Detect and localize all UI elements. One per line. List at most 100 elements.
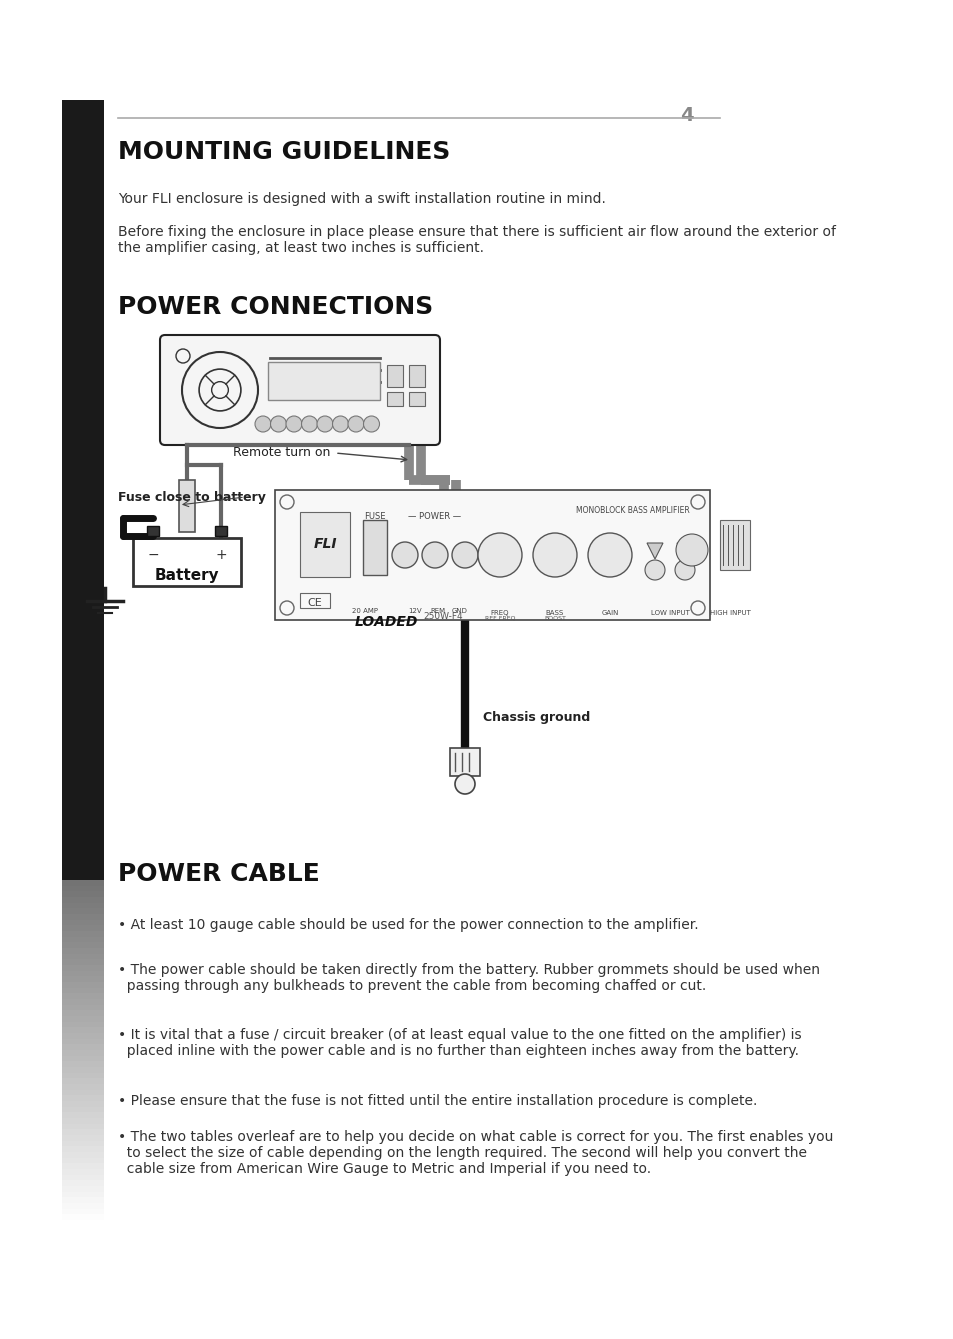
Text: HIGH INPUT: HIGH INPUT xyxy=(709,611,750,616)
Text: LOADED: LOADED xyxy=(355,615,418,629)
Text: • Please ensure that the fuse is not fitted until the entire installation proced: • Please ensure that the fuse is not fit… xyxy=(118,1094,757,1107)
Bar xyxy=(62,908,104,915)
Circle shape xyxy=(363,416,379,432)
Text: BASS: BASS xyxy=(545,611,563,616)
Text: Fuse close to battery: Fuse close to battery xyxy=(118,490,266,503)
Bar xyxy=(62,1004,104,1011)
Circle shape xyxy=(533,533,577,577)
Bar xyxy=(62,1174,104,1181)
Bar xyxy=(62,1113,104,1118)
Text: 12V: 12V xyxy=(408,608,421,615)
Bar xyxy=(268,362,379,400)
Bar xyxy=(62,965,104,971)
Text: Chassis ground: Chassis ground xyxy=(482,711,590,724)
Bar xyxy=(62,1016,104,1022)
Bar xyxy=(62,902,104,908)
Bar xyxy=(62,1169,104,1174)
Circle shape xyxy=(452,542,477,568)
Bar xyxy=(62,1186,104,1192)
Bar xyxy=(387,366,402,387)
FancyBboxPatch shape xyxy=(160,335,439,445)
Bar xyxy=(62,1164,104,1169)
Bar xyxy=(62,953,104,959)
Circle shape xyxy=(675,560,695,580)
Bar xyxy=(62,1032,104,1039)
Circle shape xyxy=(271,416,286,432)
Bar xyxy=(62,1050,104,1055)
Bar xyxy=(62,1085,104,1090)
Text: POWER CONNECTIONS: POWER CONNECTIONS xyxy=(118,295,433,319)
Text: 4: 4 xyxy=(679,106,693,125)
Text: LOW INPUT: LOW INPUT xyxy=(650,611,689,616)
Bar xyxy=(62,1022,104,1027)
Circle shape xyxy=(392,542,417,568)
Bar xyxy=(62,897,104,902)
Bar xyxy=(409,392,424,406)
Text: — POWER —: — POWER — xyxy=(408,511,461,521)
Bar xyxy=(409,366,424,387)
Text: Battery: Battery xyxy=(154,568,219,582)
Bar xyxy=(179,479,194,532)
Bar xyxy=(62,1152,104,1158)
Bar xyxy=(132,538,241,586)
Circle shape xyxy=(348,416,364,432)
Text: 20 AMP: 20 AMP xyxy=(352,608,377,615)
Bar xyxy=(62,1123,104,1129)
Bar xyxy=(387,392,402,406)
Bar xyxy=(62,1158,104,1164)
Bar xyxy=(62,931,104,937)
Circle shape xyxy=(301,416,317,432)
Bar xyxy=(62,988,104,994)
Bar xyxy=(363,520,387,574)
Text: 250W-F4: 250W-F4 xyxy=(422,612,462,621)
Circle shape xyxy=(676,534,707,566)
Text: CE: CE xyxy=(307,599,322,608)
Circle shape xyxy=(421,542,448,568)
Bar xyxy=(62,1055,104,1062)
Text: +: + xyxy=(215,548,227,562)
Text: GAIN: GAIN xyxy=(600,611,618,616)
Bar xyxy=(147,526,159,536)
Circle shape xyxy=(316,416,333,432)
Circle shape xyxy=(644,560,664,580)
Bar xyxy=(62,971,104,976)
Text: FLI: FLI xyxy=(313,537,336,552)
Text: GND: GND xyxy=(452,608,468,615)
Bar xyxy=(62,1209,104,1214)
Circle shape xyxy=(254,416,271,432)
Polygon shape xyxy=(646,544,662,558)
Bar xyxy=(299,593,330,608)
Bar xyxy=(62,925,104,931)
Bar xyxy=(62,943,104,948)
Circle shape xyxy=(286,416,302,432)
Bar xyxy=(274,490,709,620)
Text: FREQ: FREQ xyxy=(490,611,509,616)
Bar xyxy=(62,1101,104,1106)
Bar xyxy=(62,1118,104,1123)
Bar xyxy=(62,1214,104,1220)
Bar xyxy=(62,1202,104,1209)
Bar xyxy=(62,959,104,965)
Bar xyxy=(62,976,104,981)
Bar xyxy=(62,880,104,885)
Text: • It is vital that a fuse / circuit breaker (of at least equal value to the one : • It is vital that a fuse / circuit brea… xyxy=(118,1028,801,1058)
Text: POWER CABLE: POWER CABLE xyxy=(118,862,319,886)
Text: MONOBLOCK BASS AMPLIFIER: MONOBLOCK BASS AMPLIFIER xyxy=(576,506,689,516)
Bar xyxy=(62,920,104,925)
Bar xyxy=(62,1067,104,1073)
Bar xyxy=(62,999,104,1004)
Bar xyxy=(62,1135,104,1141)
Polygon shape xyxy=(677,544,692,558)
Bar xyxy=(450,749,479,777)
Bar xyxy=(62,1095,104,1101)
Text: • At least 10 gauge cable should be used for the power connection to the amplifi: • At least 10 gauge cable should be used… xyxy=(118,919,698,932)
Bar xyxy=(214,526,227,536)
Bar xyxy=(62,1078,104,1085)
Text: REF FREQ: REF FREQ xyxy=(484,616,515,621)
Text: REM: REM xyxy=(430,608,445,615)
Bar xyxy=(62,1044,104,1050)
Bar xyxy=(62,948,104,953)
Circle shape xyxy=(333,416,348,432)
Bar xyxy=(62,1090,104,1095)
Text: • The two tables overleaf are to help you decide on what cable is correct for yo: • The two tables overleaf are to help yo… xyxy=(118,1130,833,1177)
